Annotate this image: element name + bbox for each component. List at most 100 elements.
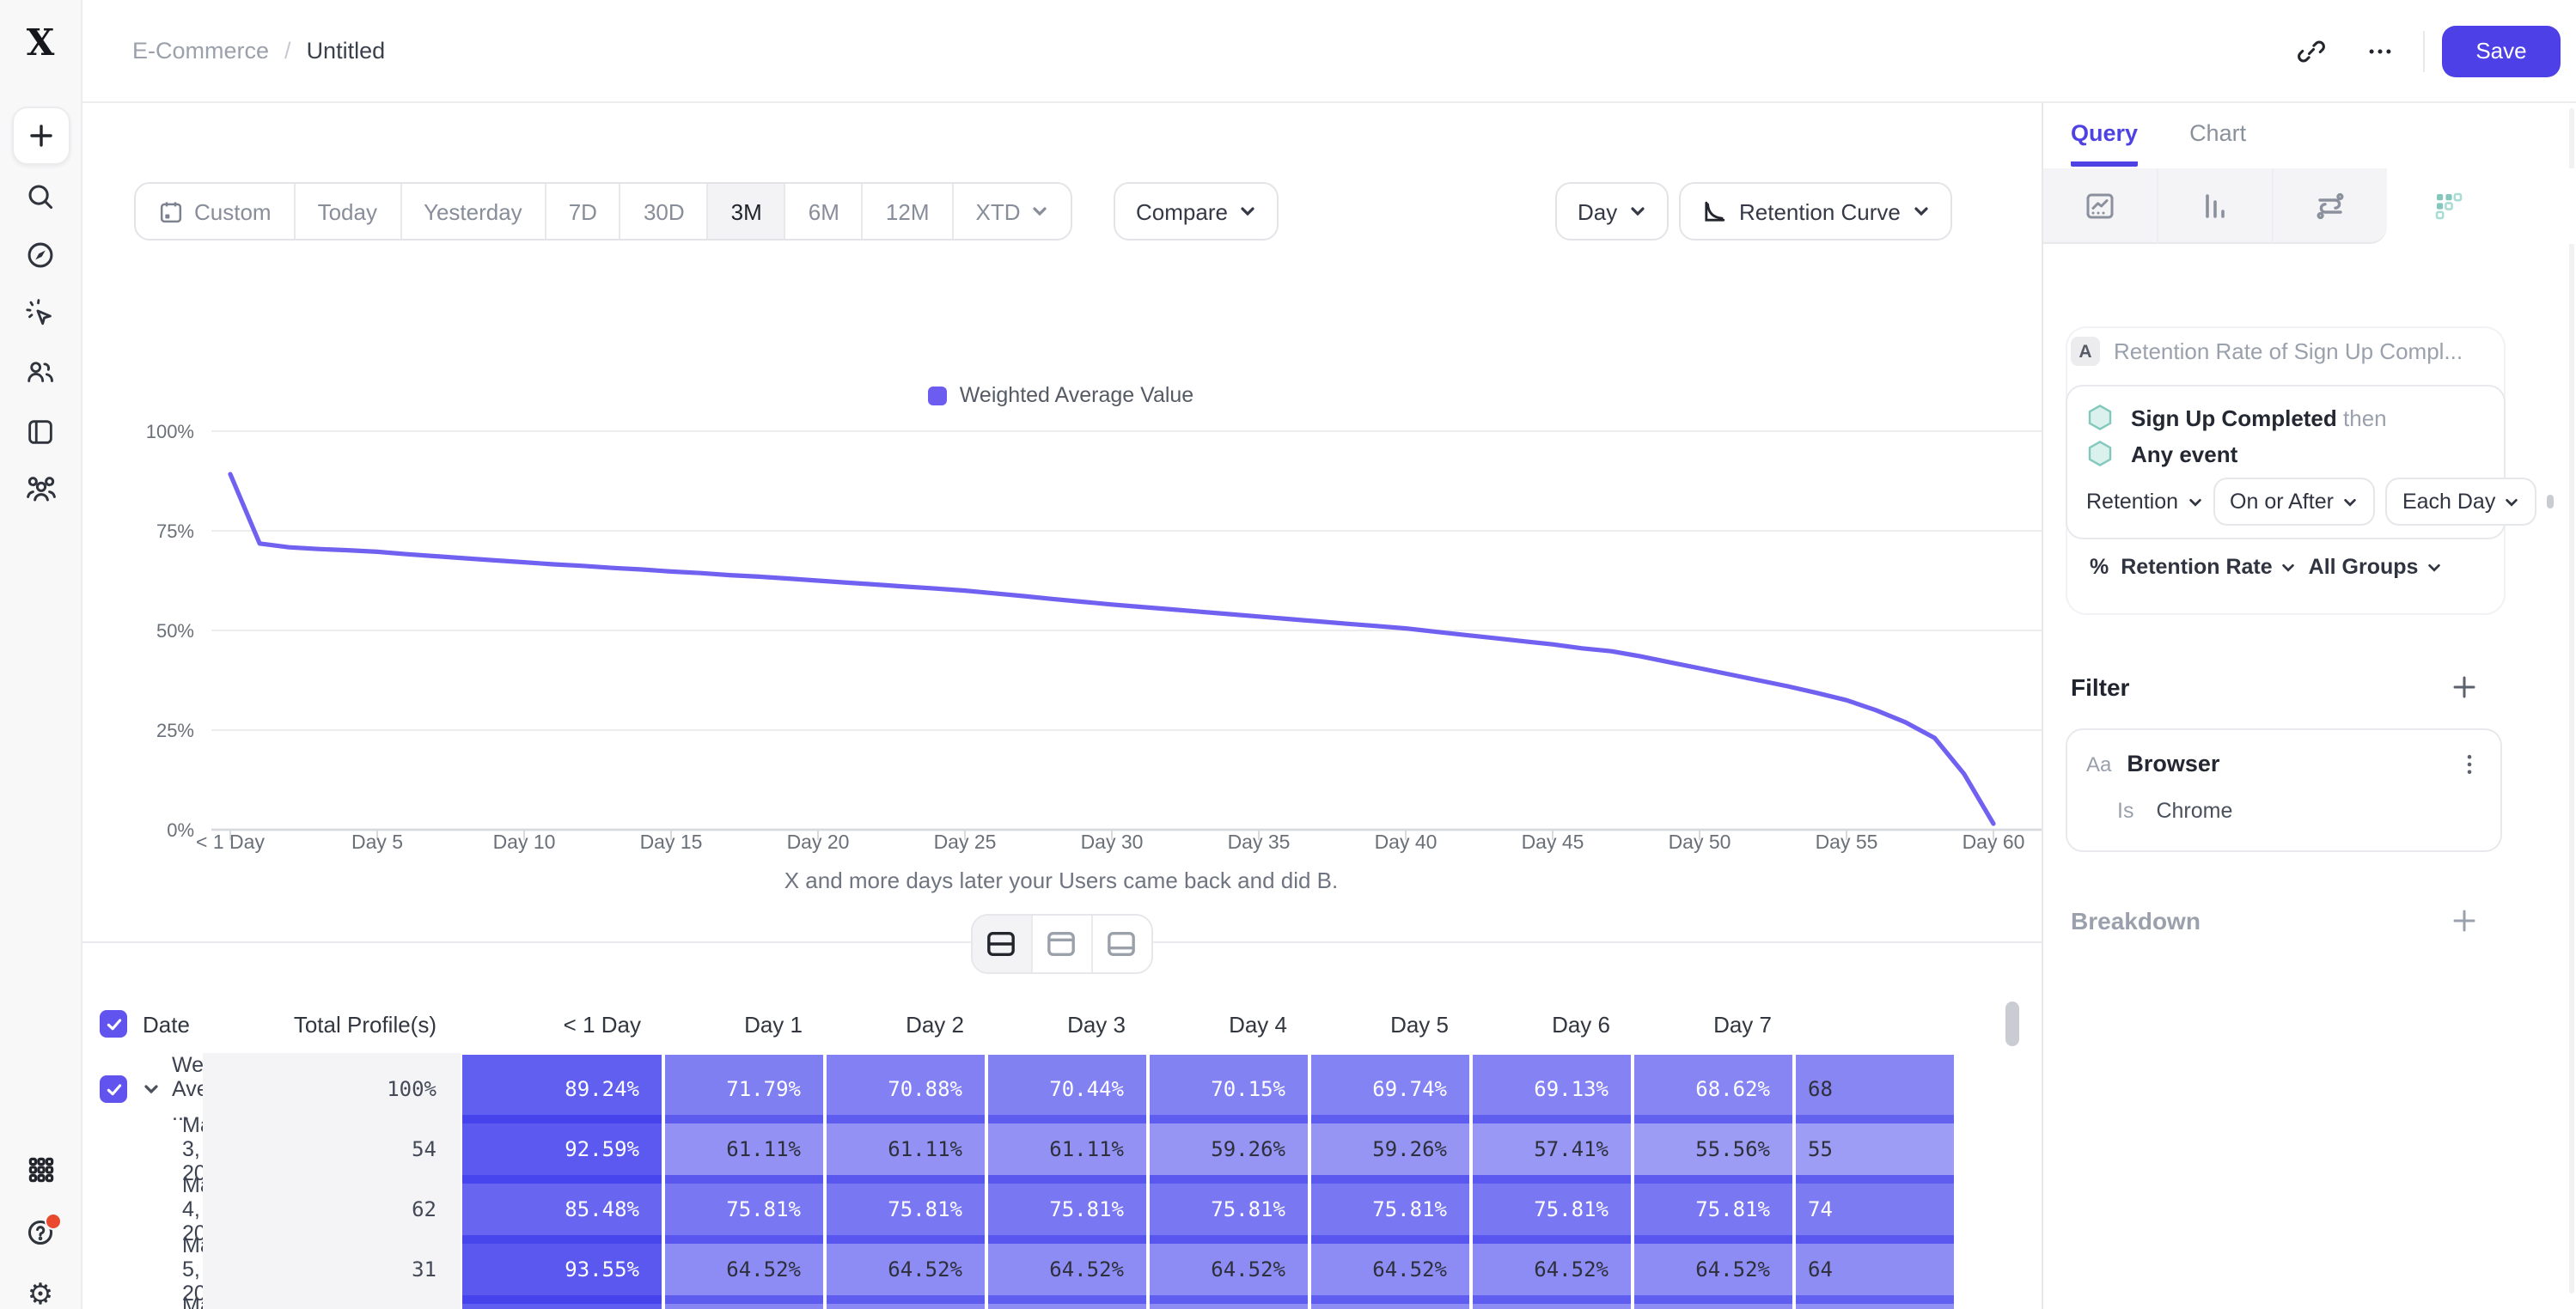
retention-cell[interactable]: 64.52% <box>1634 1235 1792 1304</box>
cohorts-group-icon[interactable] <box>23 474 58 508</box>
expand-caret-icon[interactable] <box>143 1081 160 1098</box>
save-button[interactable]: Save <box>2442 25 2561 76</box>
retention-cell[interactable]: 70.15% <box>1150 1055 1308 1123</box>
report-type-tab-retention-grid[interactable] <box>2387 168 2576 244</box>
table-row[interactable]: Mar 4, 20236285.48%75.81%75.81%75.81%75.… <box>81 1173 2014 1245</box>
explore-compass-icon[interactable] <box>23 237 58 271</box>
tab-query[interactable]: Query <box>2071 120 2139 167</box>
help-icon[interactable] <box>23 1212 62 1249</box>
table-row[interactable]: Mar 5, 20233193.55%64.52%64.52%64.52%64.… <box>81 1233 2014 1306</box>
column-header-date[interactable]: Date <box>143 1011 190 1037</box>
event-a-name[interactable]: Sign Up Completed <box>2131 405 2337 430</box>
retention-cell[interactable]: 63.83% <box>1473 1295 1631 1309</box>
more-options-button[interactable] <box>2354 25 2406 76</box>
metric-dropdown[interactable]: Retention Rate <box>2121 555 2296 579</box>
table-row[interactable]: Mar 6, 20234789.36%68.09%65.96%63.83%63.… <box>81 1294 2014 1309</box>
column-header-day-6[interactable]: Day 6 <box>1552 1011 1610 1037</box>
breadcrumb-workspace[interactable]: E-Commerce <box>132 38 270 64</box>
breadcrumb-report-title[interactable]: Untitled <box>306 38 386 64</box>
retention-cell[interactable]: 71.79% <box>665 1055 823 1123</box>
retention-cell[interactable]: 75.81% <box>665 1175 823 1244</box>
filter-operator[interactable]: Is <box>2117 799 2134 823</box>
retention-cell[interactable]: 61.11% <box>665 1115 823 1184</box>
compare-dropdown[interactable]: Compare <box>1114 182 1279 240</box>
row-label[interactable]: Mar 6, 2023 <box>182 1294 220 1309</box>
checkbox-checked[interactable] <box>100 1075 127 1103</box>
copy-link-button[interactable] <box>2286 25 2337 76</box>
retention-cell[interactable]: 59.26% <box>1311 1115 1469 1184</box>
table-scrollbar-thumb[interactable] <box>2005 1002 2019 1046</box>
query-step-title[interactable]: Retention Rate of Sign Up Compl... <box>2114 338 2463 364</box>
column-header-day-3[interactable]: Day 3 <box>1067 1011 1126 1037</box>
retention-cell[interactable]: 64.52% <box>1473 1235 1631 1304</box>
retention-cell[interactable]: 64.52% <box>665 1235 823 1304</box>
create-new-button[interactable] <box>12 107 70 165</box>
event-a-row[interactable]: Sign Up Completed then <box>2086 404 2387 431</box>
event-b-name[interactable]: Any event <box>2131 441 2238 466</box>
column-header-day-1[interactable]: Day 1 <box>744 1011 803 1037</box>
range-button-30d[interactable]: 30D <box>621 184 709 239</box>
users-icon[interactable] <box>23 354 58 388</box>
retention-cell[interactable]: 64 <box>1796 1235 1954 1304</box>
retention-cell[interactable]: 75.81% <box>827 1175 985 1244</box>
retention-cell[interactable]: 69.13% <box>1473 1055 1631 1123</box>
table-row[interactable]: Weighted Average ...100%89.24%71.79%70.8… <box>81 1053 2014 1125</box>
retention-cell[interactable]: 75.81% <box>1634 1175 1792 1244</box>
range-button-custom[interactable]: Custom <box>136 184 296 239</box>
column-header-day-0[interactable]: < 1 Day <box>563 1011 641 1037</box>
retention-cell[interactable]: 63.83% <box>988 1295 1146 1309</box>
layout-toggle-bottom-pane-view[interactable] <box>1092 916 1151 972</box>
retention-cell[interactable]: 69.74% <box>1311 1055 1469 1123</box>
range-button-7d[interactable]: 7D <box>546 184 621 239</box>
range-button-3m[interactable]: 3M <box>708 184 786 239</box>
kebab-menu-icon[interactable] <box>2457 752 2481 776</box>
settings-gear-icon[interactable]: ⚙ <box>27 1277 54 1309</box>
retention-cell[interactable]: 57.41% <box>1473 1115 1631 1184</box>
column-header-day-2[interactable]: Day 2 <box>906 1011 964 1037</box>
retention-cell[interactable]: 68.09% <box>665 1295 823 1309</box>
tab-chart[interactable]: Chart <box>2189 120 2247 146</box>
filter-card[interactable]: Aa Browser Is Chrome <box>2066 728 2502 852</box>
column-header-day-7[interactable]: Day 7 <box>1713 1011 1772 1037</box>
retention-cell[interactable]: 64.52% <box>827 1235 985 1304</box>
retention-cell[interactable]: 64.52% <box>1150 1235 1308 1304</box>
retention-cell[interactable]: 63.83% <box>1150 1295 1308 1309</box>
retention-cell[interactable]: 74 <box>1796 1175 1954 1244</box>
checkbox-checked[interactable] <box>100 1010 127 1038</box>
retention-cell[interactable]: 63.83% <box>1311 1295 1469 1309</box>
retention-cell[interactable]: 55 <box>1796 1115 1954 1184</box>
retention-cell[interactable]: 64.52% <box>988 1235 1146 1304</box>
report-type-tab-bar-chart[interactable] <box>2158 168 2274 244</box>
app-logo-x-icon[interactable]: X <box>26 21 55 64</box>
retention-cell[interactable]: 70.88% <box>827 1055 985 1123</box>
event-b-row[interactable]: Any event <box>2086 440 2237 467</box>
column-header-day-5[interactable]: Day 5 <box>1390 1011 1449 1037</box>
report-type-tab-flows[interactable] <box>2274 168 2387 244</box>
retention-cell[interactable]: 64.52% <box>1311 1235 1469 1304</box>
retention-cell[interactable]: 61.11% <box>827 1115 985 1184</box>
actions-cursor-click-icon[interactable] <box>23 295 58 330</box>
retention-cell[interactable]: 61.11% <box>988 1115 1146 1184</box>
retention-cell[interactable]: 68.62% <box>1634 1055 1792 1123</box>
retention-cell[interactable]: 68 <box>1796 1055 1954 1123</box>
retention-cell[interactable]: 63.83% <box>1634 1295 1792 1309</box>
retention-cell[interactable]: 65.96% <box>827 1295 985 1309</box>
column-header-total[interactable]: Total Profile(s) <box>293 1011 436 1037</box>
retention-cell[interactable]: 89.24% <box>462 1055 662 1123</box>
retention-cell[interactable]: 70.44% <box>988 1055 1146 1123</box>
notebook-panel-icon[interactable] <box>23 414 58 448</box>
retention-cell[interactable]: 93.55% <box>462 1235 662 1304</box>
retention-cell[interactable]: 75.81% <box>1473 1175 1631 1244</box>
layout-toggle-top-pane-view[interactable] <box>1032 916 1092 972</box>
retention-cell[interactable]: 92.59% <box>462 1115 662 1184</box>
retention-cell[interactable]: 55.56% <box>1634 1115 1792 1184</box>
operator-dropdown[interactable]: On or After <box>2213 478 2375 526</box>
search-icon[interactable] <box>23 179 58 213</box>
column-header-day-4[interactable]: Day 4 <box>1229 1011 1287 1037</box>
table-row[interactable]: Mar 3, 20235492.59%61.11%61.11%61.11%59.… <box>81 1113 2014 1185</box>
retention-cell[interactable]: 63 <box>1796 1295 1954 1309</box>
range-button-yesterday[interactable]: Yesterday <box>401 184 546 239</box>
range-button-today[interactable]: Today <box>296 184 401 239</box>
range-button-xtd[interactable]: XTD <box>954 184 1071 239</box>
interval-dropdown[interactable]: Each Day <box>2384 478 2537 526</box>
